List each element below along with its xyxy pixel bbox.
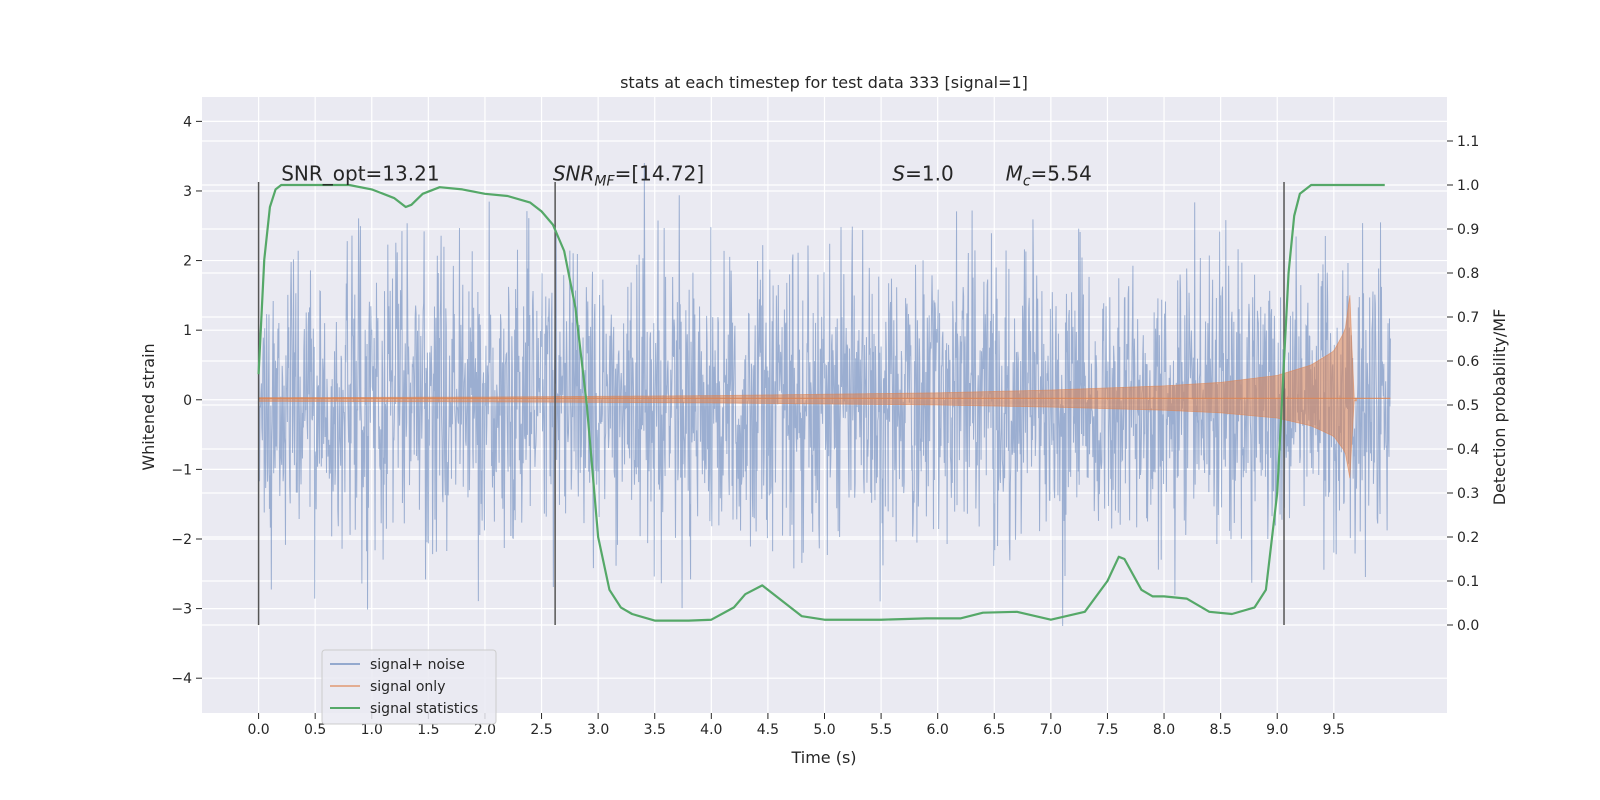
axis-ticks: 0.0 0.5 1.0 1.5 2.0 2.5 3.0 3.5 4.0 4.5 5.0 5.5 6.0 6…: [171, 114, 1479, 738]
annotation: SNR_opt=13.21: [281, 162, 439, 186]
x-tick-label: 7.0: [1040, 722, 1062, 738]
y-right-tick-label: 0.2: [1457, 530, 1479, 546]
y-right-tick-label: 1.0: [1457, 178, 1479, 194]
x-tick-label: 1.0: [361, 722, 383, 738]
x-tick-label: 7.5: [1096, 722, 1118, 738]
y-right-tick-label: 0.1: [1457, 574, 1479, 590]
annotation: SNRMF=[14.72]: [553, 162, 704, 190]
x-tick-label: 3.0: [587, 722, 609, 738]
x-tick-label: 4.5: [757, 722, 779, 738]
x-tick-label: 3.5: [644, 722, 666, 738]
x-tick-label: 6.0: [927, 722, 949, 738]
y-right-tick-label: 0.5: [1457, 398, 1479, 414]
x-axis-label: Time (s): [790, 748, 856, 767]
y-left-tick-label: 1: [183, 323, 192, 339]
y-right-tick-label: 0.8: [1457, 266, 1479, 282]
y-right-tick-label: 1.1: [1457, 134, 1479, 150]
x-tick-label: 5.0: [813, 722, 835, 738]
noise-trace: [258, 163, 1391, 627]
legend-label-signal-statistics: signal statistics: [370, 701, 478, 717]
y-left-tick-label: −2: [171, 532, 192, 548]
x-tick-label: 9.0: [1266, 722, 1288, 738]
x-tick-label: 5.5: [870, 722, 892, 738]
x-tick-label: 6.5: [983, 722, 1005, 738]
x-tick-label: 8.0: [1153, 722, 1175, 738]
chirp-band: [258, 295, 1357, 479]
y-right-tick-label: 0.7: [1457, 310, 1479, 326]
y-right-tick-label: 0.3: [1457, 486, 1479, 502]
y-axis-left-label: Whitened strain: [139, 343, 158, 470]
y-right-tick-label: 0.0: [1457, 618, 1479, 634]
y-left-tick-label: −4: [171, 671, 192, 687]
x-tick-label: 4.0: [700, 722, 722, 738]
y-right-tick-label: 0.9: [1457, 222, 1479, 238]
vertical-markers: [257, 182, 1285, 625]
y-left-tick-label: −3: [171, 602, 192, 618]
chart-title: stats at each timestep for test data 333…: [620, 73, 1028, 92]
statistics-line: [257, 183, 1385, 622]
series-signal-statistics: [257, 183, 1385, 622]
legend-label-signal-noise: signal+ noise: [370, 657, 465, 673]
x-tick-label: 1.5: [417, 722, 439, 738]
legend-box: [321, 649, 497, 725]
series-signal-noise: [258, 163, 1391, 627]
y-right-tick-label: 0.4: [1457, 442, 1479, 458]
x-tick-label: 2.0: [474, 722, 496, 738]
y-left-tick-label: −1: [171, 462, 192, 478]
x-tick-label: 9.5: [1323, 722, 1345, 738]
y-left-tick-label: 3: [183, 184, 192, 200]
y-right-tick-label: 0.6: [1457, 354, 1479, 370]
legend-label-signal-only: signal only: [370, 679, 445, 695]
series-signal-only: [258, 295, 1391, 479]
y-left-tick-label: 0: [183, 393, 192, 409]
x-tick-label: 2.5: [530, 722, 552, 738]
y-axis-right-label: Detection probability/MF: [1490, 309, 1509, 506]
x-tick-label: 0.0: [247, 722, 269, 738]
annotation: Mc=5.54: [1006, 162, 1092, 190]
y-left-tick-label: 4: [183, 114, 192, 130]
annotations: SNR_opt=13.21 SNRMF=[14.72] S=1.0 Mc=5.54: [281, 162, 1092, 190]
x-tick-label: 0.5: [304, 722, 326, 738]
legend: signal+ noise signal only signal statist…: [321, 649, 497, 725]
annotation: S=1.0: [892, 162, 953, 186]
y-left-tick-label: 2: [183, 254, 192, 270]
x-tick-label: 8.5: [1210, 722, 1232, 738]
